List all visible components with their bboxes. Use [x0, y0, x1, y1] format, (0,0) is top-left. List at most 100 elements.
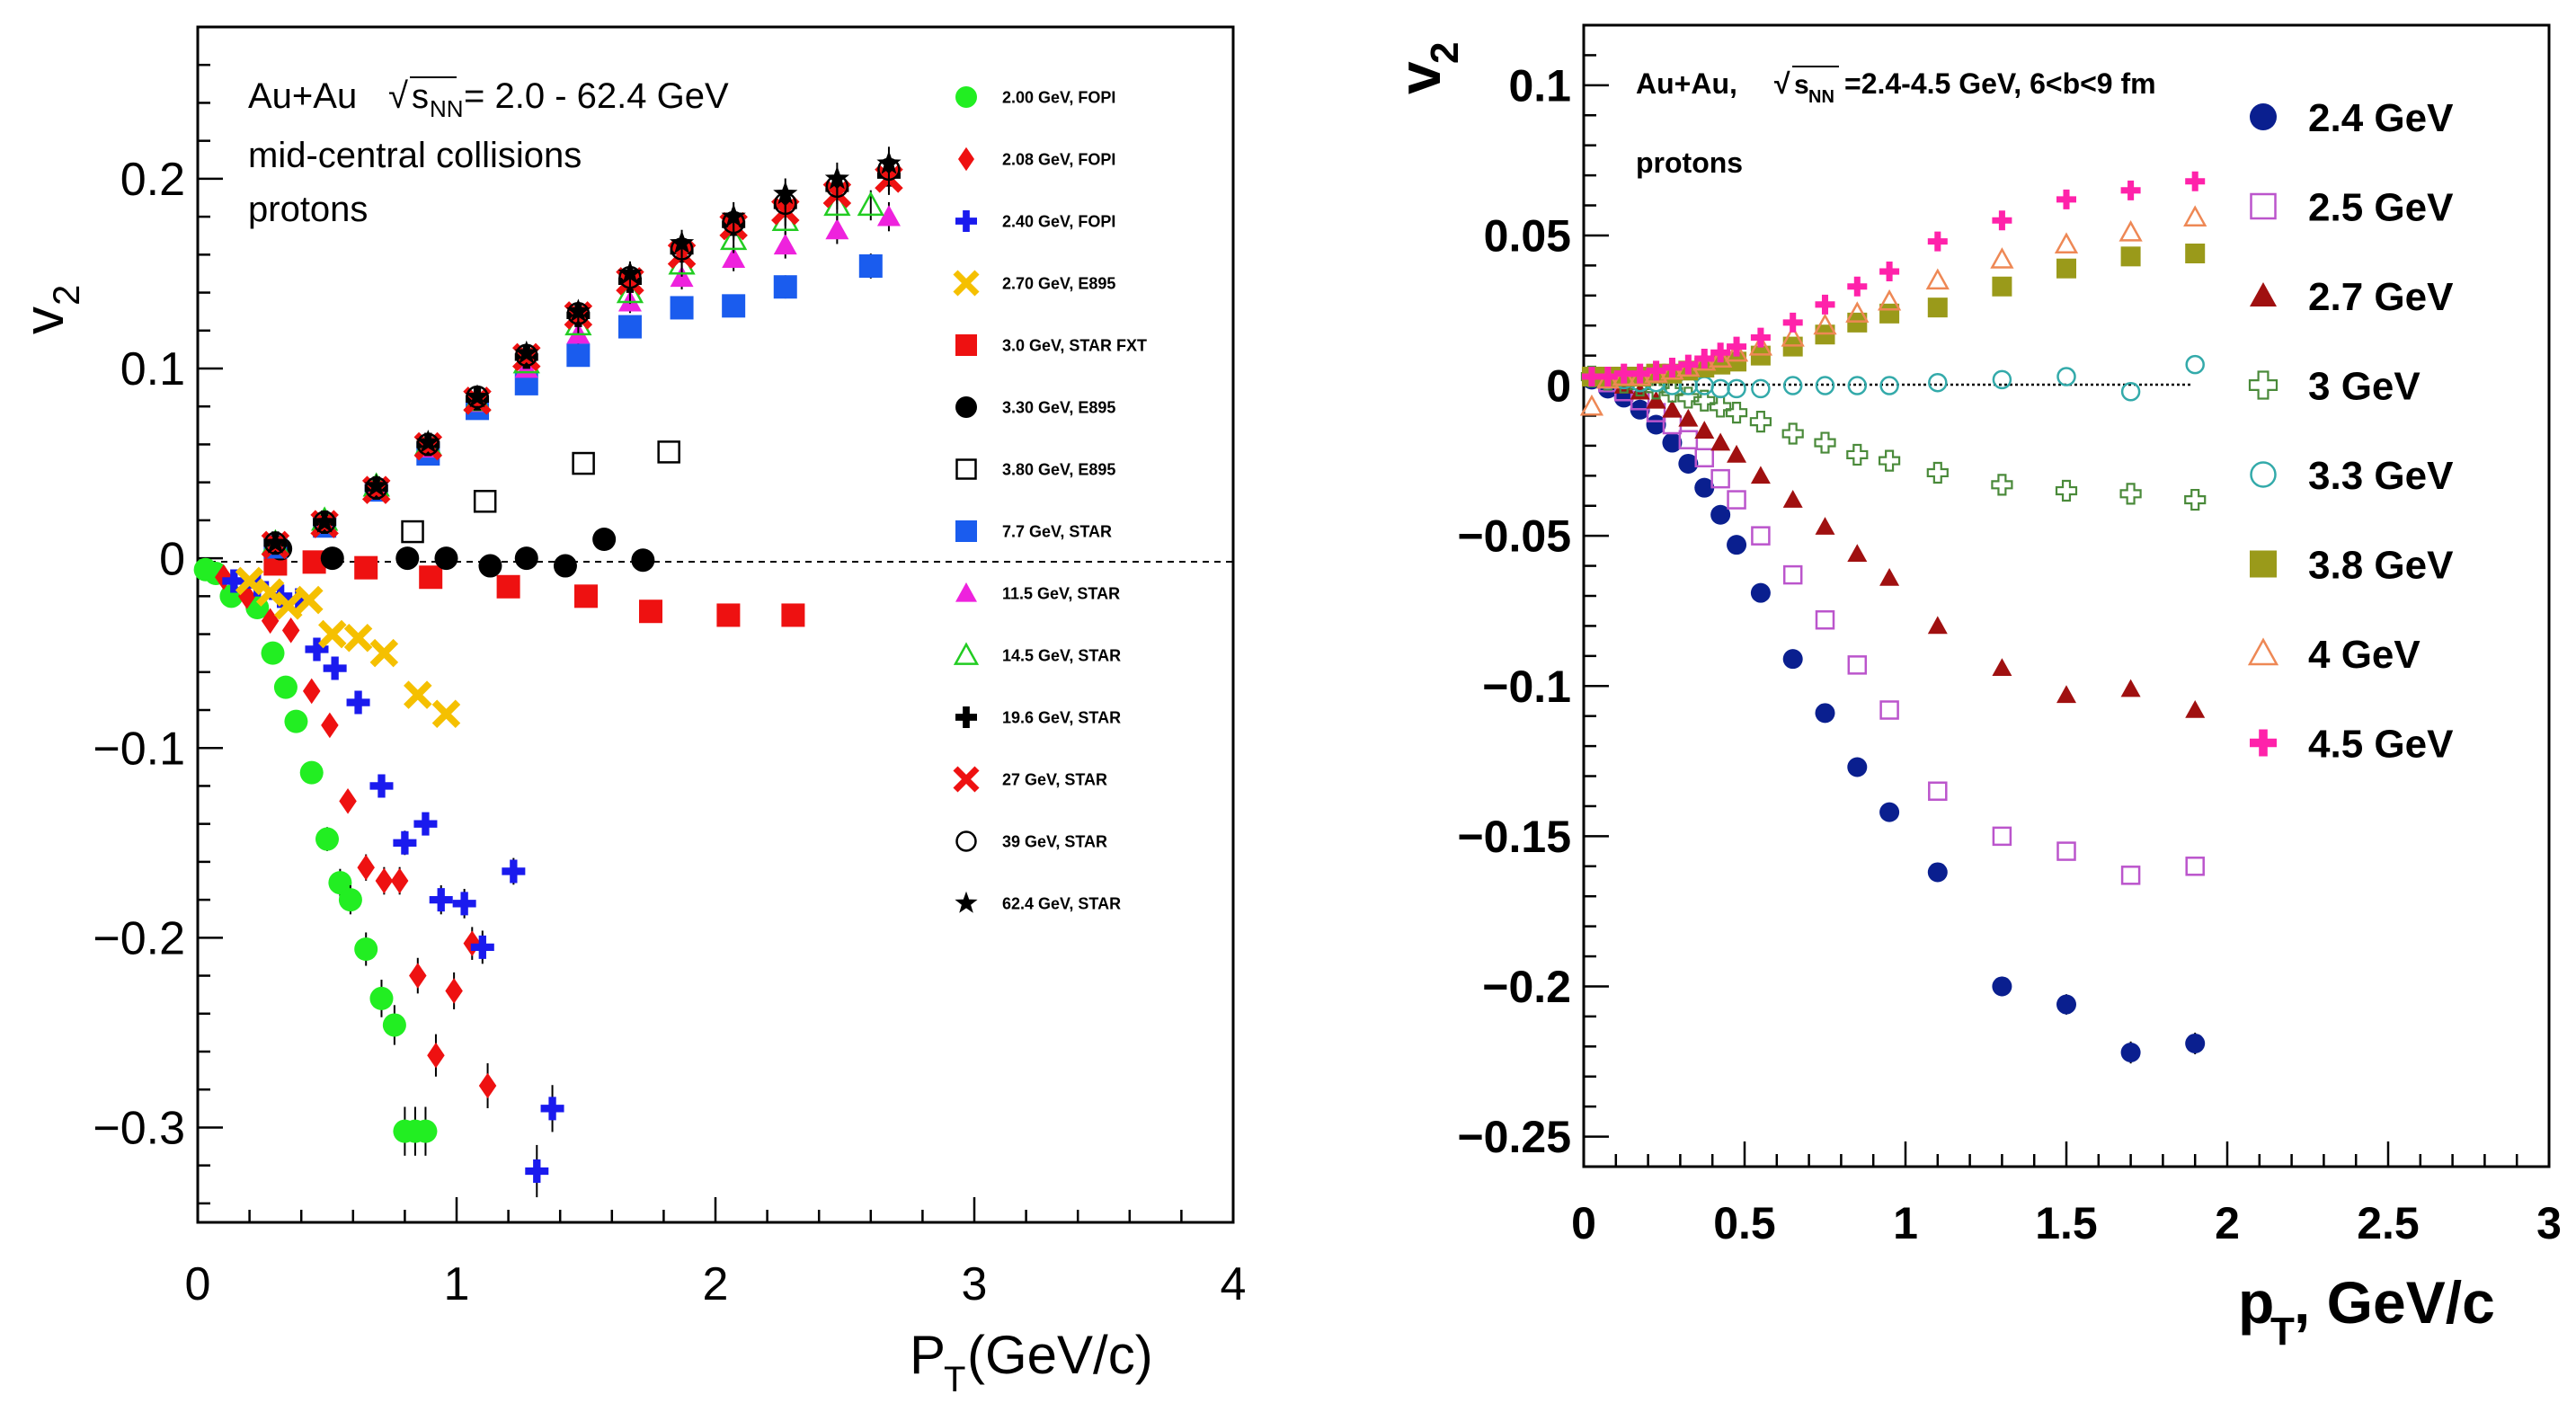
right-series-3-gev-point	[2184, 488, 2207, 511]
left-data-marks	[193, 147, 903, 1198]
right-series-2-4-gev-point	[1750, 582, 1771, 603]
left-legend-27-gev-star-marker	[953, 766, 980, 793]
right-series-3-gev-point	[1926, 461, 1949, 484]
right-series-3-gev-point	[2119, 483, 2142, 505]
left-series-7-7-gev-star-point	[617, 315, 642, 339]
left-series-2-08-gev-fopi-point	[302, 678, 321, 705]
left-legend-62-4-gev-star-marker	[955, 891, 978, 913]
left-series-2-00-gev-fopi-point	[284, 709, 308, 733]
left-series-62-4-gev-star-point	[773, 181, 798, 205]
left-series-3-0-gev-star-fxt-point	[354, 555, 378, 580]
left-series-2-40-gev-fopi-point	[323, 656, 347, 680]
right-y-tick-label: −0.2	[1482, 962, 1571, 1012]
right-legend-2-5-gev-label: 2.5 GeV	[2308, 185, 2454, 229]
left-series-2-00-gev-fopi-point	[299, 760, 324, 785]
left-legend-19-6-gev-star-label: 19.6 GeV, STAR	[1002, 708, 1121, 726]
right-annotation-nn: NN	[1808, 87, 1834, 107]
right-series-2-7-gev-point	[1927, 616, 1948, 635]
right-legend-3-8-gev-marker	[2250, 550, 2277, 578]
right-series-2-4-gev-point	[2120, 1043, 2141, 1062]
right-series-2-7-gev-point	[1678, 408, 1699, 427]
right-series-3-gev-point	[1879, 449, 1901, 472]
left-series-3-30-gev-e895-point	[320, 546, 344, 571]
left-series-3-0-gev-star-fxt-point	[781, 603, 805, 627]
right-series-4-5-gev-point	[1992, 210, 2012, 231]
left-x-axis-label: P	[910, 1325, 946, 1385]
right-series-4-5-gev-point	[1646, 360, 1666, 381]
left-legend-2-08-gev-fopi-marker	[958, 147, 974, 172]
left-series-3-30-gev-e895-point	[434, 546, 458, 571]
left-series-3-0-gev-star-fxt-point	[574, 584, 598, 608]
right-y-tick-label: −0.05	[1457, 511, 1571, 562]
right-series-4-gev-point	[1813, 313, 1837, 335]
left-x-axis-label-sub: T	[944, 1360, 965, 1399]
right-series-2-5-gev-point	[1815, 609, 1835, 630]
left-series-2-08-gev-fopi-point	[261, 608, 280, 635]
left-annotation-centrality: mid-central collisions	[248, 136, 582, 175]
right-series-2-4-gev-point	[1992, 976, 2012, 997]
right-y-tick-label: −0.15	[1457, 812, 1571, 862]
left-series-11-5-gev-star-point	[825, 218, 849, 240]
left-series-2-08-gev-fopi-point	[281, 617, 300, 644]
left-series-2-70-gev-e895-point	[431, 699, 461, 728]
left-x-tick-label: 3	[962, 1258, 988, 1310]
left-series-3-30-gev-e895-point	[395, 546, 420, 571]
right-series-3-gev-point	[1749, 411, 1772, 433]
left-legend-11-5-gev-star-label: 11.5 GeV, STAR	[1002, 584, 1120, 602]
left-series-2-08-gev-fopi-point	[478, 1072, 497, 1099]
right-x-axis-label-unit: , GeV/c	[2294, 1269, 2495, 1336]
left-x-tick-label: 4	[1221, 1258, 1247, 1310]
right-annotation-energy: =2.4-4.5 GeV, 6<b<9 fm	[1844, 67, 2156, 100]
left-series-2-00-gev-fopi-point	[328, 871, 352, 895]
right-series-3-8-gev-point	[2120, 246, 2141, 267]
right-series-3-gev-point	[1846, 443, 1869, 466]
right-series-4-gev-point	[2054, 232, 2079, 254]
right-data-marks	[1579, 171, 2207, 1064]
left-series-2-40-gev-fopi-point	[346, 690, 370, 715]
right-series-3-gev-point	[1725, 402, 1748, 424]
svg-text:2: 2	[45, 285, 87, 306]
right-legend-3-3-gev-marker	[2250, 461, 2277, 488]
left-series-2-40-gev-fopi-point	[222, 569, 246, 593]
left-legend: 2.00 GeV, FOPI 2.08 GeV, FOPI 2.40 GeV, FO…	[953, 86, 1147, 913]
left-legend-3-30-gev-e895-marker	[955, 396, 977, 418]
right-series-3-3-gev-point	[1782, 376, 1803, 395]
right-series-3-3-gev-point	[1710, 378, 1730, 399]
right-series-2-5-gev-point	[1928, 781, 1948, 801]
left-annotation-energy: = 2.0 - 62.4 GeV	[464, 76, 729, 116]
left-series-2-00-gev-fopi-point	[261, 641, 285, 665]
right-series-2-5-gev-point	[1694, 448, 1714, 468]
right-series-2-7-gev-point	[1727, 444, 1747, 463]
left-series-2-08-gev-fopi-point	[339, 788, 357, 814]
right-legend-3-gev-label: 3 GeV	[2308, 364, 2421, 408]
left-axis-ticks: 0 1 2 3 4 0.2 0.1 0 −0.1 −0.2 −0.3	[93, 25, 1247, 1310]
left-series-2-00-gev-fopi-point	[338, 888, 362, 912]
left-legend-3-0-gev-star-fxt-marker	[955, 334, 977, 356]
left-series-3-30-gev-e895-point	[631, 548, 655, 573]
left-series-2-40-gev-fopi-point	[502, 859, 526, 884]
right-y-tick-label: −0.1	[1482, 662, 1571, 712]
right-series-3-3-gev-point	[1815, 376, 1835, 395]
right-legend-4-gev-label: 4 GeV	[2308, 633, 2421, 677]
right-y-axis-label: v 2	[1386, 42, 1467, 94]
left-series-7-7-gev-star-point	[773, 275, 797, 299]
left-series-2-08-gev-fopi-point	[427, 1042, 445, 1069]
left-series-62-4-gev-star-point	[565, 298, 591, 323]
left-series-2-70-gev-e895-point	[343, 624, 373, 653]
right-series-2-4-gev-point	[1782, 649, 1803, 670]
right-series-3-gev-point	[1693, 389, 1716, 412]
right-series-2-4-gev-point	[2185, 1033, 2206, 1053]
left-series-2-08-gev-fopi-point	[463, 930, 482, 956]
left-series-11-5-gev-star-point	[773, 233, 797, 255]
left-series-14-5-gev-star-point	[720, 225, 748, 251]
right-series-4-5-gev-point	[1630, 363, 1650, 384]
left-y-tick-label: 0.1	[120, 343, 185, 395]
right-axis-ticks: 0 0.5 1 1.5 2 2.5 3 0.1 0.05 0 −0.05 −0.1 −0.15 −0.2 −…	[1457, 23, 2562, 1248]
left-legend-27-gev-star-label: 27 GeV, STAR	[1002, 770, 1107, 788]
left-series-3-0-gev-star-fxt-point	[496, 574, 520, 599]
left-legend-2-00-gev-fopi-label: 2.00 GeV, FOPI	[1002, 88, 1115, 106]
right-series-4-5-gev-point	[1662, 358, 1683, 378]
right-series-4-5-gev-point	[2120, 180, 2141, 200]
left-series-7-7-gev-star-point	[566, 343, 591, 368]
